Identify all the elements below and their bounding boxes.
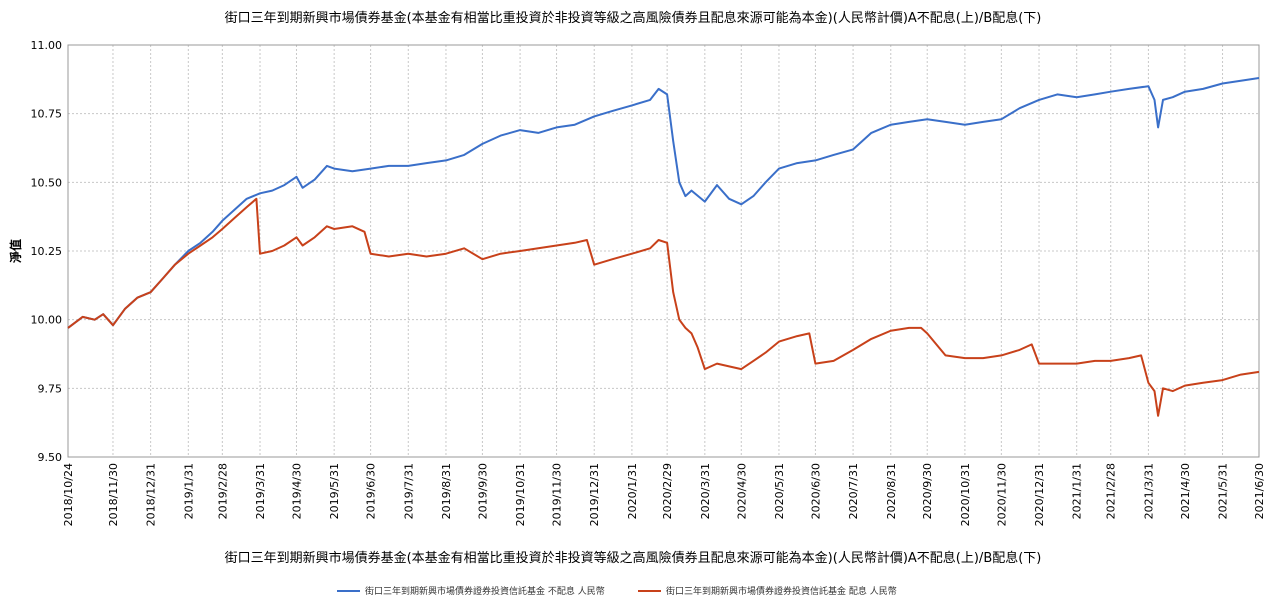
- series-line-1: [67, 197, 1260, 417]
- legend-label-a: 街口三年到期新興市場債券證券投資信託基金 不配息 人民幣: [365, 585, 605, 597]
- chart-title: 街口三年到期新興市場債券基金(本基金有相當比重投資於非投資等級之高風險債券且配息…: [225, 10, 1042, 26]
- y-tick-label: 10.50: [31, 176, 63, 189]
- y-axis-ticks: 9.50 9.75 10.00 10.25 10.50 10.75 11.00: [31, 39, 63, 464]
- x-tick-label: 2019/1/31: [182, 463, 195, 519]
- x-tick-label: 2019/12/31: [588, 463, 601, 526]
- x-tick-label: 2021/5/31: [1217, 463, 1230, 519]
- x-axis-ticks: 2018/10/24 2018/11/30 2018/12/31 2019/1/31 2…: [62, 463, 1266, 526]
- x-tick-label: 2019/7/31: [402, 463, 415, 519]
- plot-frame: [67, 44, 1260, 458]
- x-tick-label: 2020/2/29: [661, 463, 674, 519]
- x-tick-label: 2020/7/31: [847, 463, 860, 519]
- y-tick-label: 9.50: [38, 451, 63, 464]
- x-tick-label: 2020/1/31: [626, 463, 639, 519]
- x-tick-label: 2018/12/31: [145, 463, 158, 526]
- x-tick-label: 2019/6/30: [365, 463, 378, 519]
- x-tick-label: 2020/10/31: [959, 463, 972, 526]
- x-tick-label: 2020/5/31: [773, 463, 786, 519]
- x-tick-label: 2019/8/31: [440, 463, 453, 519]
- x-tick-label: 2020/6/30: [809, 463, 822, 519]
- x-tick-label: 2021/3/31: [1142, 463, 1155, 519]
- x-tick-label: 2020/9/30: [921, 463, 934, 519]
- x-tick-label: 2019/11/30: [551, 463, 564, 526]
- x-tick-label: 2019/2/28: [216, 463, 229, 519]
- legend-label-b: 街口三年到期新興市場債券證券投資信託基金 配息 人民幣: [666, 585, 897, 597]
- y-tick-label: 10.75: [31, 108, 63, 121]
- y-axis-label: 淨值: [8, 239, 23, 264]
- x-tick-label: 2019/5/31: [328, 463, 341, 519]
- y-tick-label: 9.75: [38, 382, 63, 395]
- x-tick-label: 2020/12/31: [1033, 463, 1046, 526]
- chart-legend: 街口三年到期新興市場債券證券投資信託基金 不配息 人民幣 街口三年到期新興市場債…: [337, 585, 897, 597]
- x-axis-label: 街口三年到期新興市場債券基金(本基金有相當比重投資於非投資等級之高風險債券且配息…: [225, 550, 1042, 566]
- x-tick-label: 2020/4/30: [735, 463, 748, 519]
- x-tick-label: 2018/10/24: [62, 463, 75, 526]
- y-tick-label: 10.00: [31, 314, 63, 327]
- x-tick-label: 2021/2/28: [1105, 463, 1118, 519]
- x-tick-label: 2019/10/31: [514, 463, 527, 526]
- chart-grid: [67, 44, 1260, 458]
- y-tick-label: 11.00: [31, 39, 63, 52]
- x-tick-label: 2021/4/30: [1179, 463, 1192, 519]
- x-tick-label: 2019/4/30: [290, 463, 303, 519]
- x-tick-label: 2020/3/31: [699, 463, 712, 519]
- x-tick-label: 2020/11/30: [995, 463, 1008, 526]
- x-tick-label: 2021/1/31: [1071, 463, 1084, 519]
- x-tick-label: 2020/8/31: [885, 463, 898, 519]
- series-line-0: [67, 77, 1260, 329]
- x-tick-label: 2019/9/30: [476, 463, 489, 519]
- y-tick-label: 10.25: [31, 245, 63, 258]
- x-tick-label: 2018/11/30: [107, 463, 120, 526]
- x-tick-label: 2019/3/31: [254, 463, 267, 519]
- x-tick-label: 2021/6/30: [1253, 463, 1266, 519]
- series-layer: [67, 77, 1260, 417]
